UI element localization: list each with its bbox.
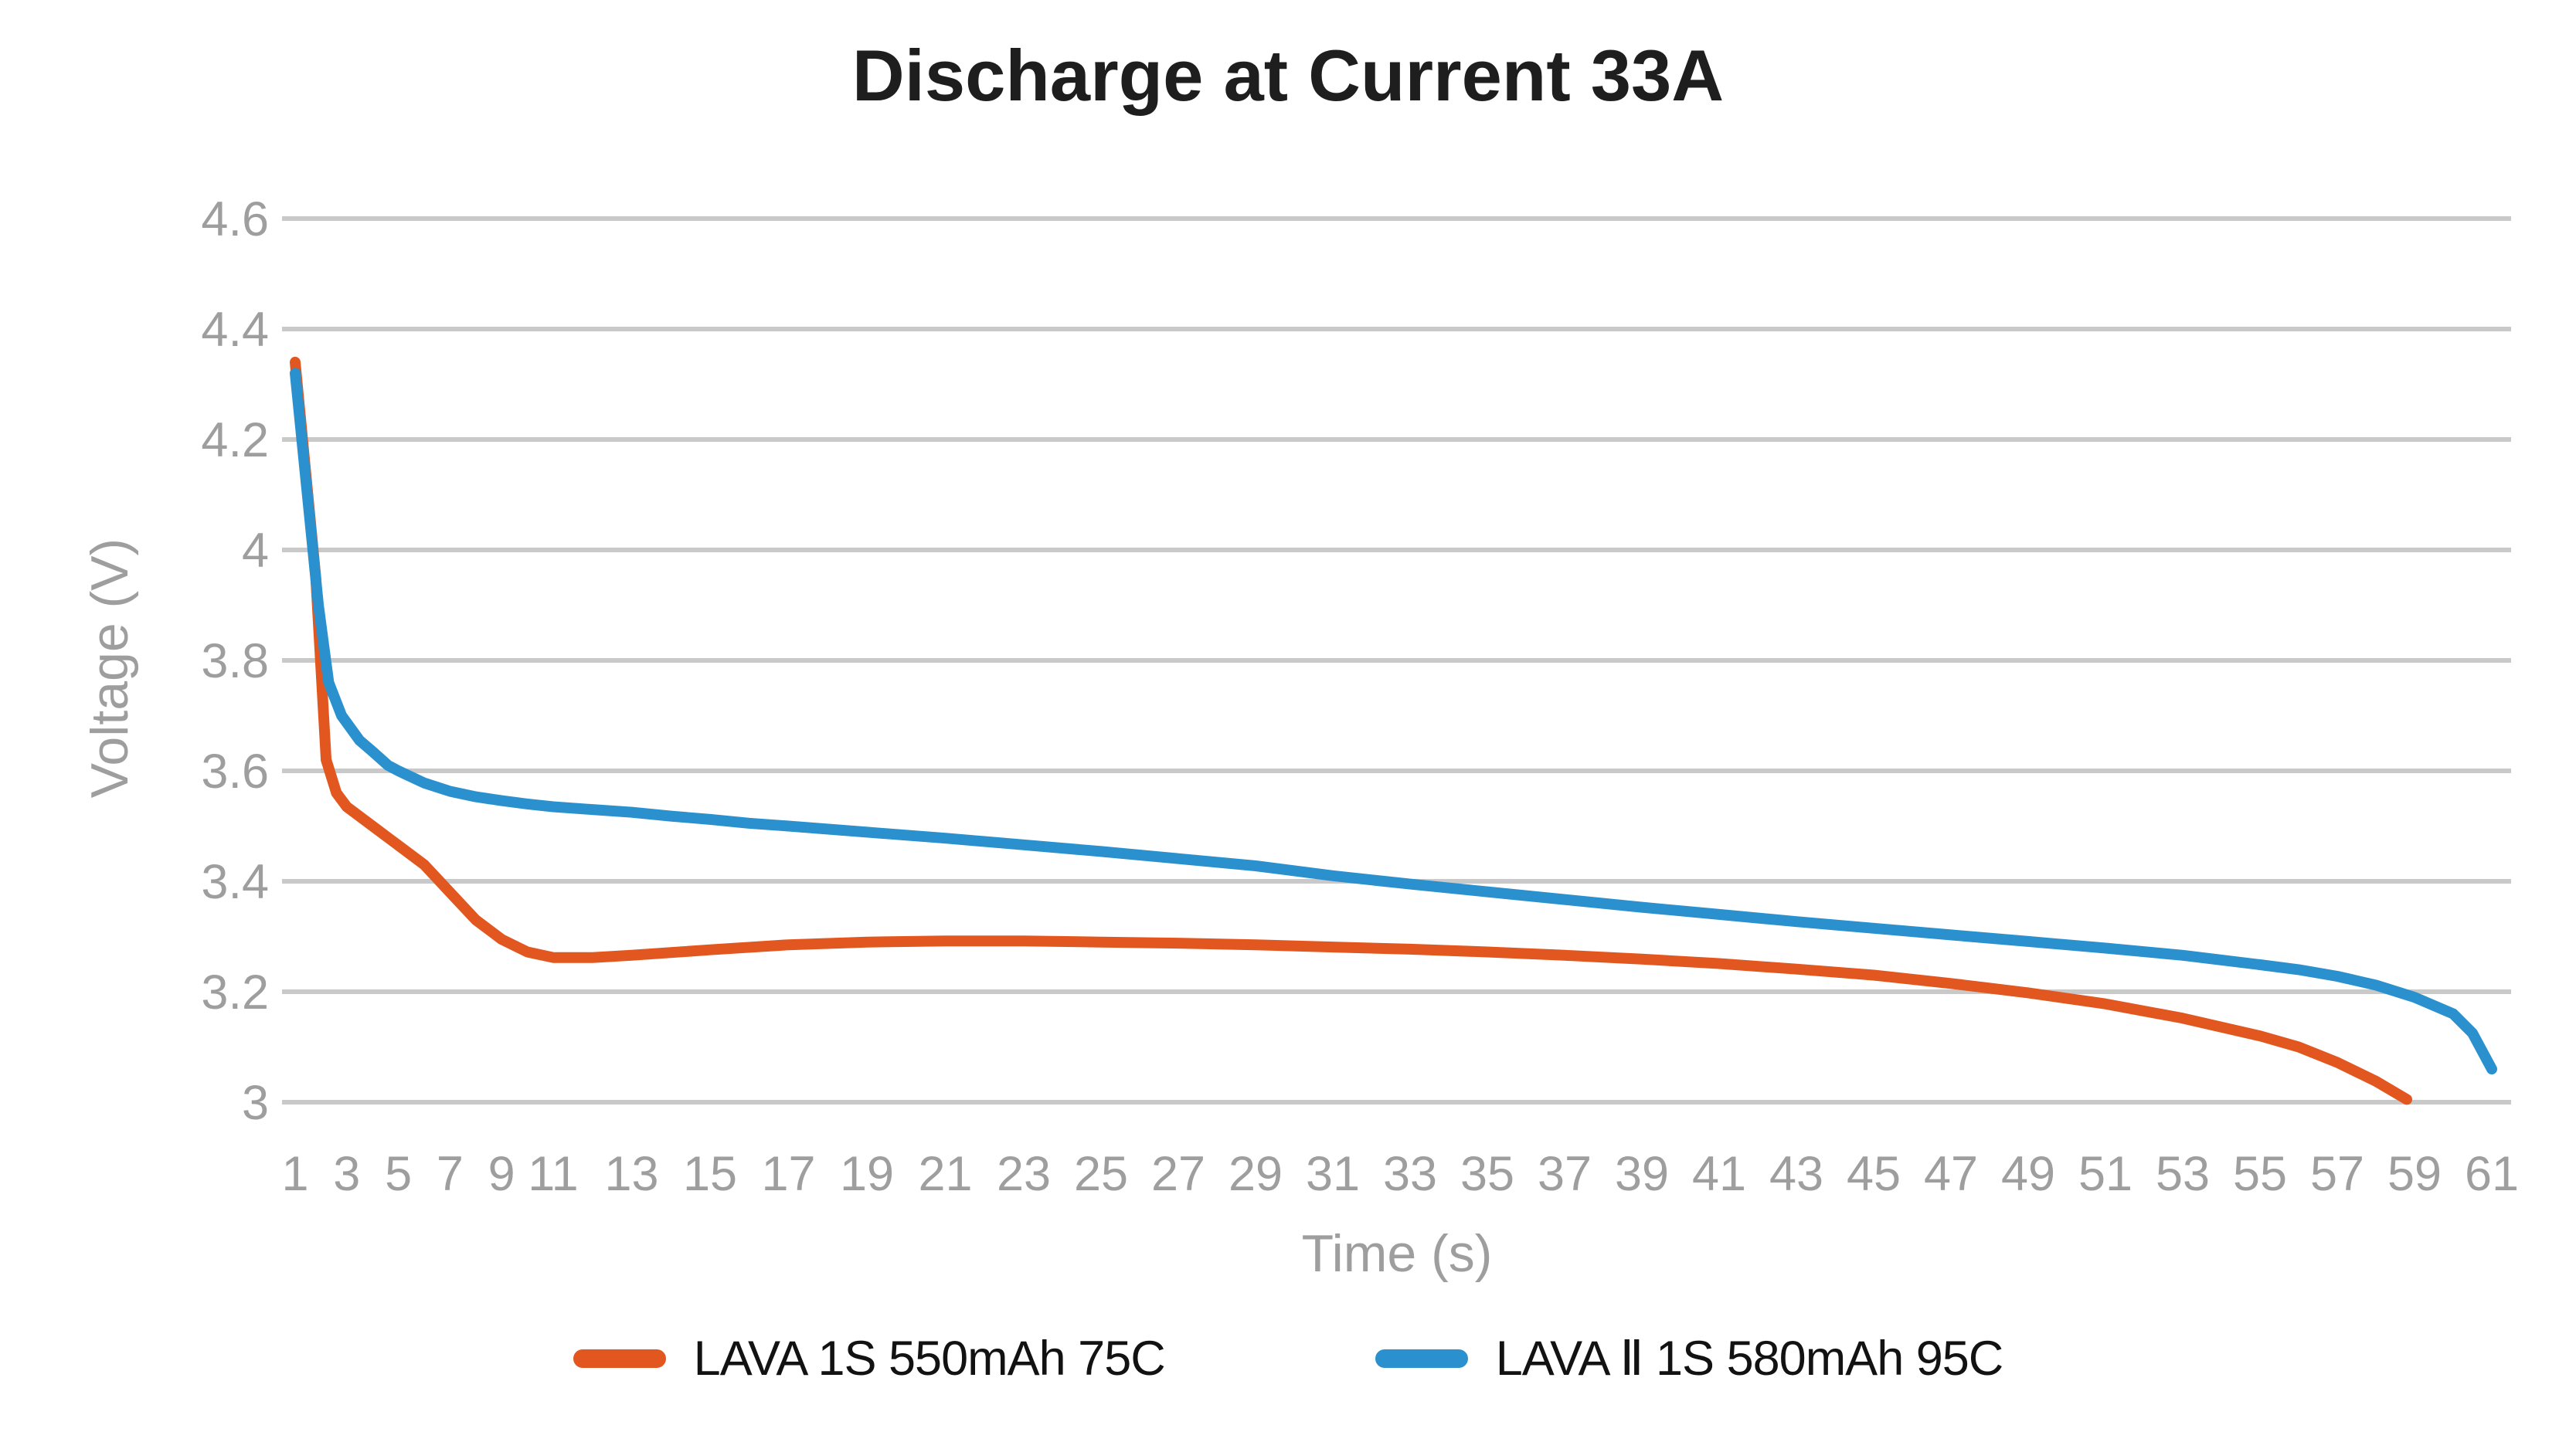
legend-item-lava-2-1s: LAVA Ⅱ 1S 580mAh 95C	[1375, 1330, 2003, 1386]
y-tick-label: 3.4	[201, 855, 269, 909]
y-axis-title: Voltage (V)	[80, 538, 139, 799]
x-tick-label: 47	[1924, 1147, 1978, 1201]
legend-swatch-blue-icon	[1375, 1349, 1468, 1368]
x-tick-label: 31	[1306, 1147, 1360, 1201]
y-tick-label: 4.6	[201, 192, 269, 246]
x-tick-label: 53	[2156, 1147, 2210, 1201]
chart-title: Discharge at Current 33A	[851, 35, 1725, 116]
y-tick-label: 3.8	[201, 634, 269, 688]
x-tick-label: 13	[604, 1147, 658, 1201]
x-tick-label: 23	[997, 1147, 1051, 1201]
x-tick-label: 11	[528, 1147, 578, 1201]
x-tick-label: 1	[281, 1147, 308, 1201]
x-tick-label: 25	[1074, 1147, 1128, 1201]
x-tick-label: 41	[1692, 1147, 1746, 1201]
series-line-lava-2-1s	[290, 368, 2497, 1075]
x-tick-label: 19	[840, 1147, 894, 1201]
x-tick-label: 51	[2078, 1147, 2133, 1201]
x-tick-label: 39	[1615, 1147, 1669, 1201]
series-line-lava-1s	[290, 356, 2412, 1105]
y-tick-label: 3.2	[201, 965, 269, 1020]
x-tick-label: 17	[761, 1147, 815, 1201]
x-tick-label: 49	[2001, 1147, 2055, 1201]
x-tick-label: 33	[1383, 1147, 1437, 1201]
y-tick-label: 4.4	[201, 303, 269, 357]
legend-item-lava-1s: LAVA 1S 550mAh 75C	[573, 1331, 1166, 1386]
x-tick-label: 3	[333, 1147, 360, 1201]
legend-label-lava-2-1s: LAVA Ⅱ 1S 580mAh 95C	[1495, 1332, 2004, 1386]
x-tick-label: 35	[1460, 1147, 1514, 1201]
y-tick-label: 3	[242, 1076, 269, 1130]
x-tick-label: 59	[2387, 1147, 2442, 1201]
x-tick-label: 5	[385, 1147, 412, 1201]
x-tick-label: 21	[918, 1147, 972, 1201]
x-tick-label: 7	[437, 1147, 464, 1201]
x-tick-label: 57	[2310, 1147, 2364, 1201]
x-tick-label: 43	[1769, 1147, 1823, 1201]
x-tick-label: 27	[1151, 1147, 1205, 1201]
legend-label-lava-1s: LAVA 1S 550mAh 75C	[693, 1331, 1166, 1386]
x-axis-title: Time (s)	[1301, 1224, 1493, 1283]
y-tick-label: 3.6	[201, 745, 269, 799]
legend: LAVA 1S 550mAh 75C LAVA Ⅱ 1S 580mAh 95C	[0, 1330, 2576, 1386]
x-tick-label: 37	[1538, 1147, 1592, 1201]
y-tick-label: 4.2	[201, 413, 269, 467]
x-tick-label: 45	[1847, 1147, 1901, 1201]
y-tick-label: 4	[242, 524, 269, 578]
x-tick-label: 55	[2233, 1147, 2287, 1201]
x-tick-label: 29	[1229, 1147, 1283, 1201]
x-tick-label: 61	[2465, 1147, 2519, 1201]
x-tick-label: 9	[488, 1147, 515, 1201]
legend-swatch-orange-icon	[573, 1349, 666, 1368]
x-tick-label: 15	[683, 1147, 737, 1201]
